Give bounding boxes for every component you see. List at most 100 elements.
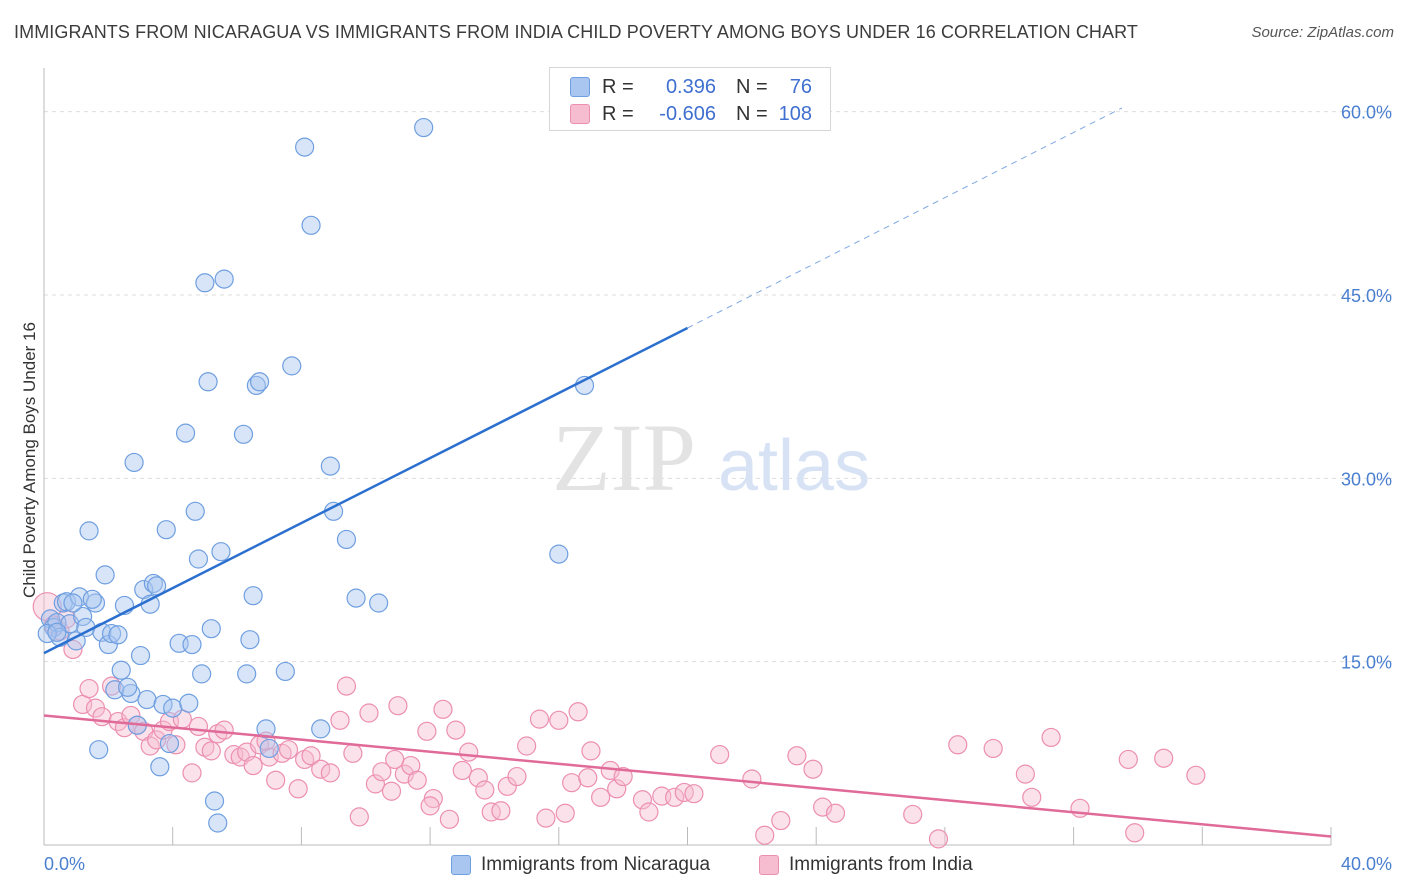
india-point	[372, 762, 392, 782]
india-point	[385, 749, 405, 770]
legend-n-label: N =	[736, 75, 768, 98]
legend-r-label: R =	[602, 75, 634, 98]
nicaragua-point	[201, 619, 221, 639]
india-point	[214, 720, 234, 740]
grid-lines	[44, 111, 1392, 663]
india-point	[301, 746, 321, 766]
nicaragua-point	[156, 520, 176, 540]
nicaragua-point	[118, 677, 138, 697]
india-point	[632, 790, 653, 810]
india-point	[188, 716, 209, 737]
watermark-zip: ZIP	[552, 404, 696, 511]
india-point	[1118, 749, 1138, 770]
india-point	[288, 779, 308, 799]
india-point	[475, 780, 495, 800]
india-point	[591, 787, 611, 807]
india-point	[407, 770, 427, 790]
nicaragua-point	[301, 215, 321, 235]
nicaragua-point	[246, 375, 266, 396]
india-point	[417, 721, 437, 741]
india-point	[330, 710, 350, 730]
india-point	[928, 829, 949, 849]
y-tick-label: 30.0%	[1341, 469, 1392, 489]
india-point	[497, 776, 517, 796]
nicaragua-point	[275, 661, 295, 682]
nicaragua-point	[85, 593, 106, 613]
bottom-legend-nicaragua: Immigrants from Nicaragua	[451, 852, 710, 878]
nicaragua-point	[237, 664, 257, 684]
nicaragua-point	[95, 565, 115, 585]
nicaragua-point	[204, 791, 225, 811]
india-point	[101, 676, 122, 696]
india-point	[365, 774, 386, 794]
india-point	[507, 766, 527, 787]
nicaragua-point	[37, 623, 57, 644]
india-point	[562, 773, 582, 793]
nicaragua-points	[37, 117, 595, 833]
nicaragua-point	[98, 634, 118, 655]
india-point	[549, 710, 569, 730]
watermark-atlas: atlas	[718, 426, 870, 506]
india-point	[1125, 823, 1145, 843]
nicaragua-point	[79, 521, 99, 541]
nicaragua-point	[124, 452, 144, 473]
nicaragua-point	[346, 588, 366, 608]
watermark: ZIP atlas	[552, 404, 870, 511]
india-point	[201, 741, 221, 761]
india-point	[1022, 787, 1042, 807]
nicaragua-point	[233, 424, 254, 444]
india-point	[195, 737, 215, 757]
india-trend-line	[43, 714, 1332, 838]
nicaragua-point	[111, 660, 131, 680]
india-point	[388, 696, 408, 716]
india-point	[517, 736, 537, 756]
nicaragua-point	[195, 273, 215, 293]
india-point	[359, 703, 379, 723]
india-point	[468, 768, 488, 788]
bottom-legend-swatch-nicaragua	[451, 855, 471, 875]
nicaragua-point	[369, 593, 389, 613]
nicaragua-point	[311, 719, 331, 739]
nicaragua-point	[249, 372, 270, 392]
nicaragua-point	[259, 738, 279, 759]
india-point	[607, 779, 627, 799]
nicaragua-point	[163, 698, 183, 718]
india-point	[639, 802, 659, 822]
india-point	[568, 702, 588, 722]
nicaragua-point	[414, 117, 434, 138]
india-point	[182, 763, 202, 783]
legend-r-value: -0.606	[659, 102, 716, 125]
correlation-legend: R = 0.396 N = 76 R = -0.606 N = 108	[549, 67, 831, 131]
bottom-legend-label-nicaragua: Immigrants from Nicaragua	[481, 854, 711, 875]
nicaragua-point	[108, 625, 128, 645]
legend-row-nicaragua: R = 0.396 N = 76	[570, 74, 812, 100]
india-point	[742, 769, 762, 789]
nicaragua-point	[549, 544, 569, 564]
y-tick-label: 45.0%	[1341, 286, 1392, 306]
india-point	[529, 709, 550, 729]
nicaragua-point	[214, 269, 234, 289]
y-tick-label: 15.0%	[1341, 653, 1392, 673]
india-point	[266, 770, 286, 790]
nicaragua-point	[211, 542, 231, 562]
nicaragua-point	[320, 456, 340, 476]
nicaragua-point	[188, 549, 209, 569]
nicaragua-trend-line	[43, 326, 689, 655]
legend-n-label: N =	[736, 102, 768, 125]
nicaragua-point	[63, 593, 83, 613]
india-point	[336, 676, 357, 696]
nicaragua-point	[192, 664, 212, 684]
x-tick-label: 0.0%	[44, 854, 85, 874]
india-point	[349, 807, 369, 827]
nicaragua-point	[47, 622, 67, 642]
india-point	[320, 763, 340, 783]
tick-labels: 15.0% 30.0% 45.0% 60.0% 0.0% 40.0%	[44, 103, 1392, 874]
india-point	[674, 782, 694, 803]
india-point	[243, 755, 263, 776]
bottom-legend-india: Immigrants from India	[759, 852, 973, 878]
nicaragua-point	[179, 693, 199, 713]
india-point	[803, 759, 823, 779]
nicaragua-point	[143, 573, 163, 594]
india-point	[272, 743, 292, 763]
